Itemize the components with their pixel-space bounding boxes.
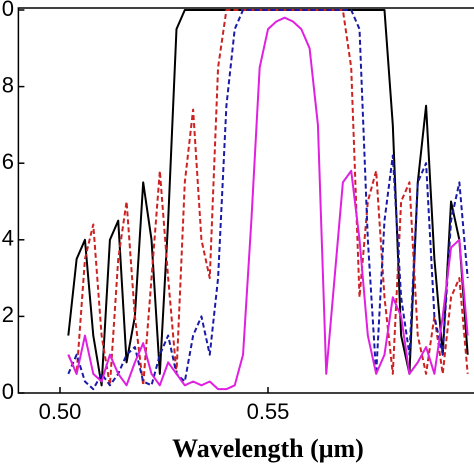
series-line	[67, 16, 469, 391]
series-line	[67, 9, 469, 387]
plot-frame	[17, 7, 474, 394]
y-tick-label: 0.0	[0, 379, 14, 404]
x-axis-label: Wavelength (μm)	[172, 434, 364, 463]
plot-lines	[67, 9, 469, 391]
x-tick-label: 0.55	[247, 399, 290, 424]
y-tick-label: 0.2	[0, 302, 14, 327]
series-line	[67, 9, 469, 391]
y-tick-label: 0.8	[0, 72, 14, 97]
y-tick-label: 1.0	[0, 0, 14, 21]
y-tick-label: 0.4	[0, 226, 14, 251]
y-tick-label: 0.6	[0, 149, 14, 174]
x-tick-label: 0.50	[39, 399, 82, 424]
series-line	[67, 9, 469, 387]
